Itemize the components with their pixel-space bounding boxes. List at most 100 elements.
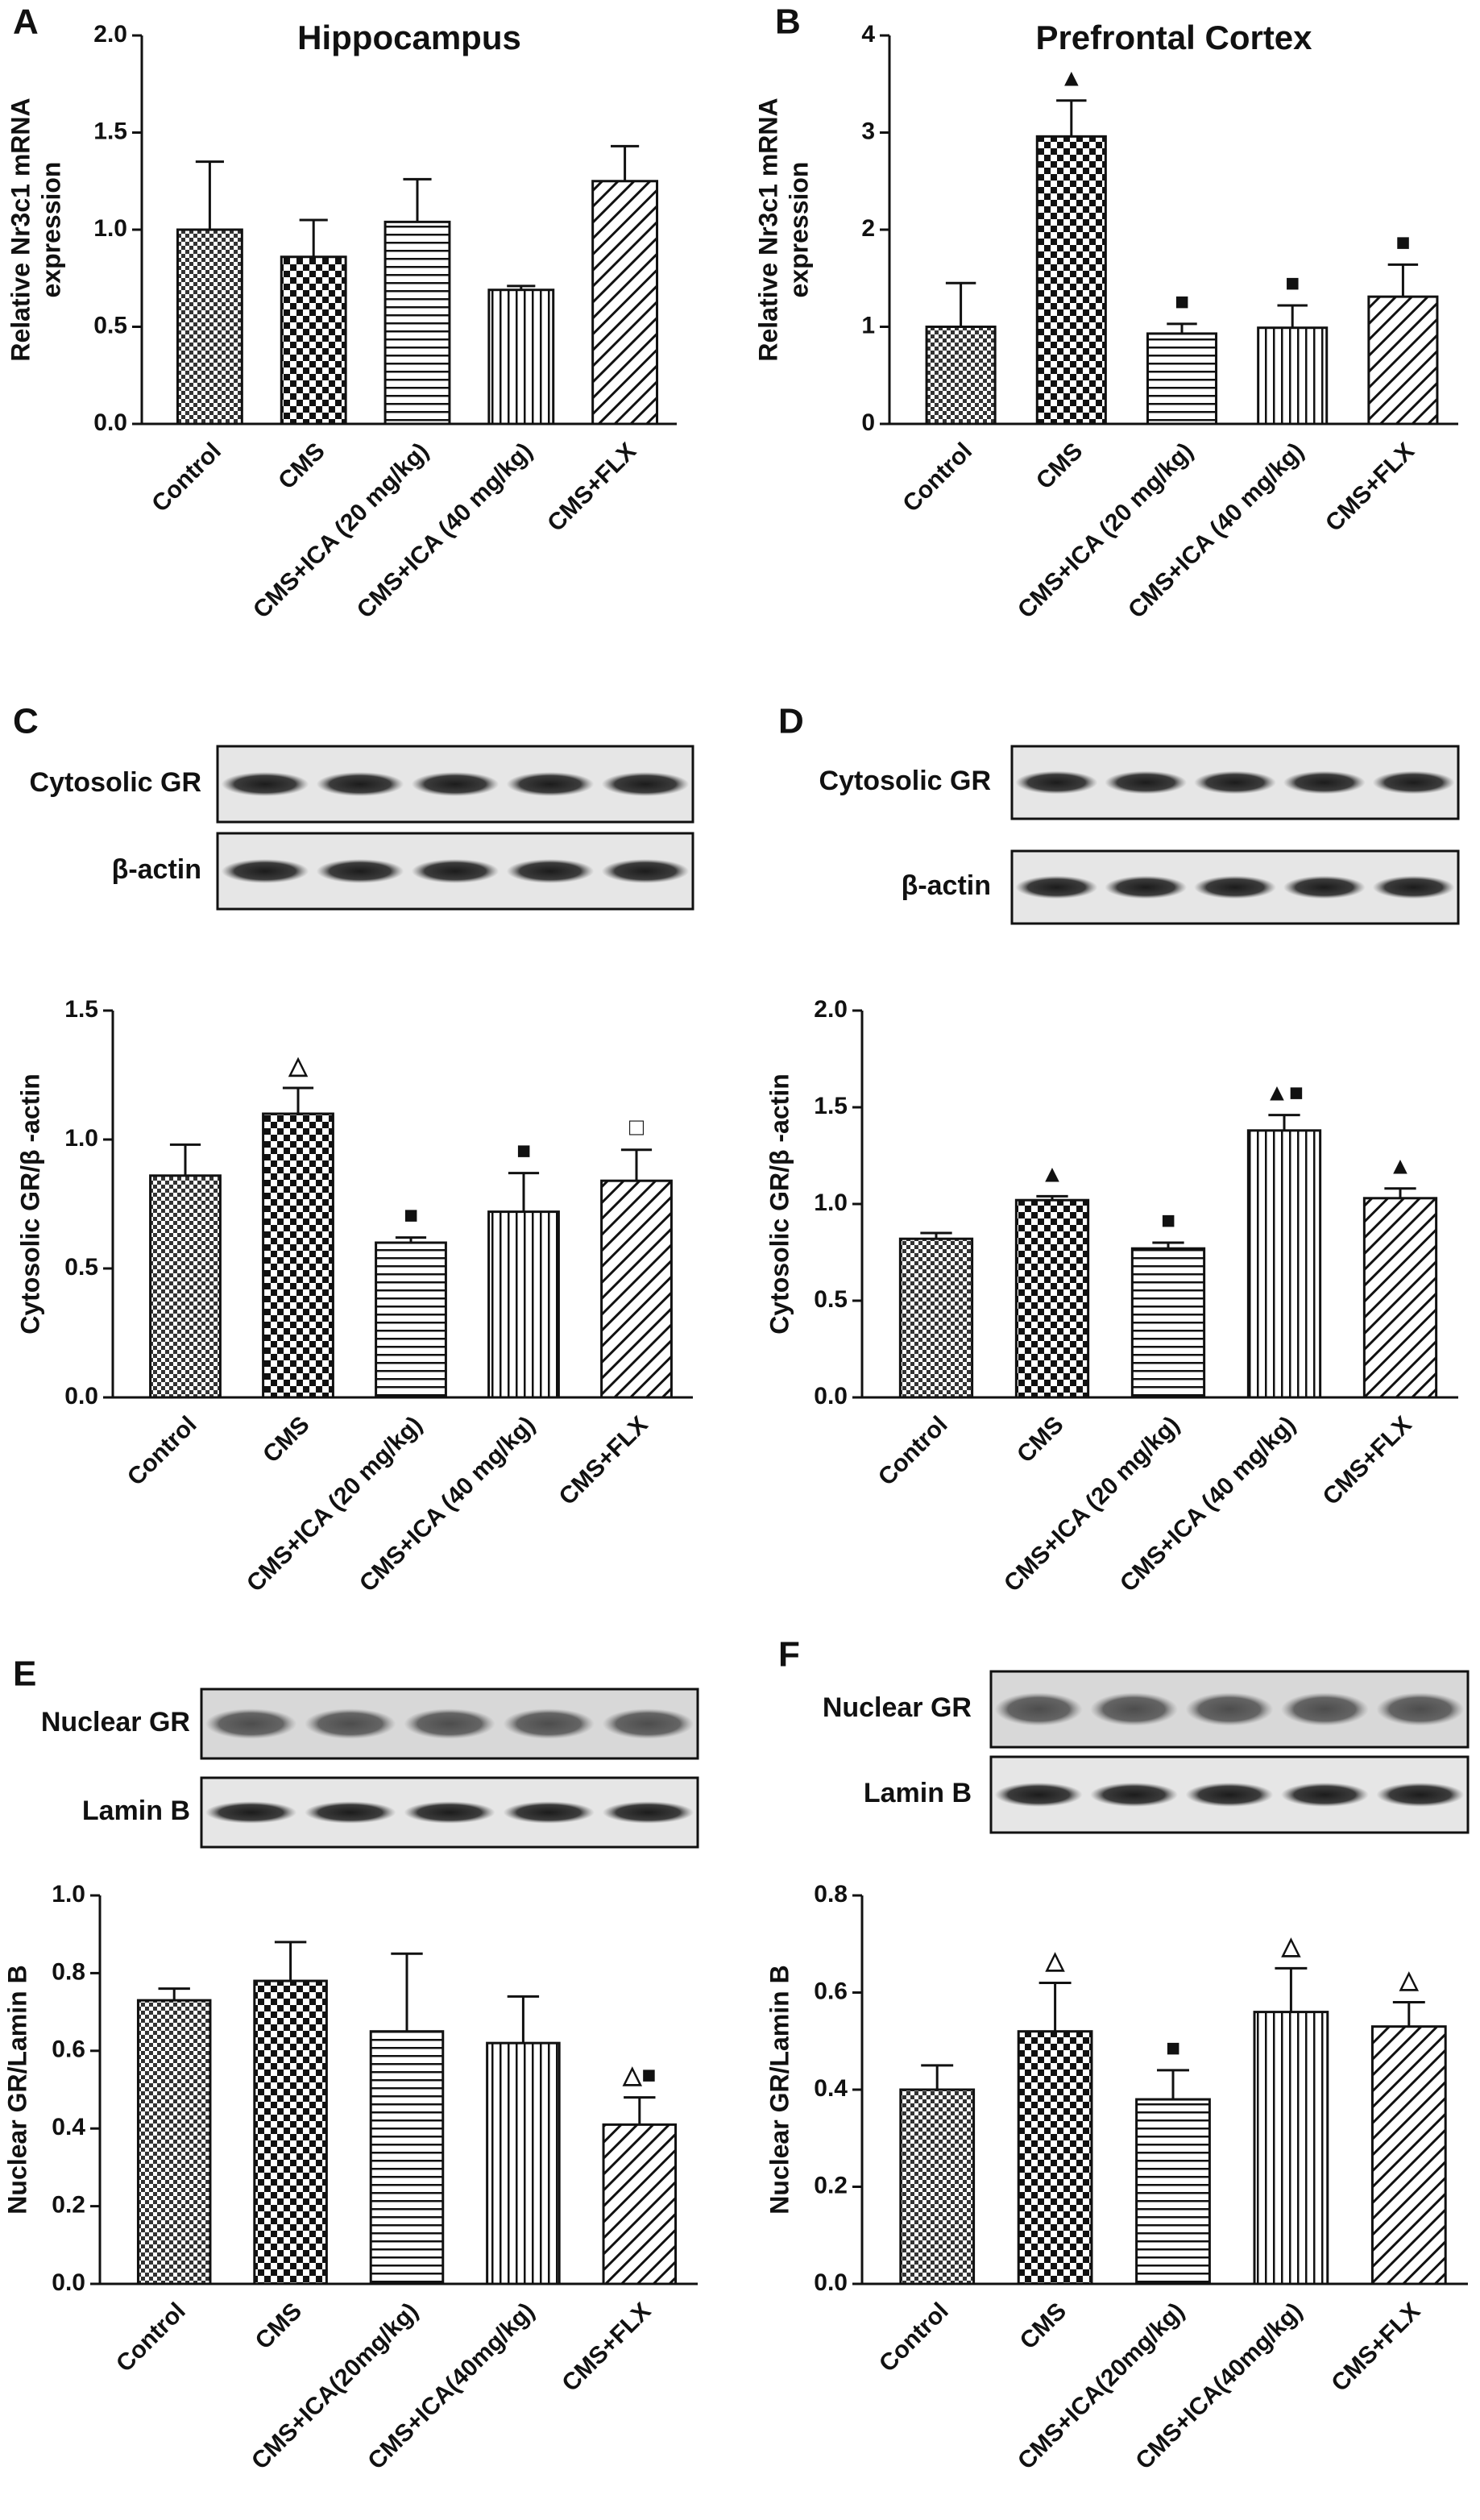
y-tick-label: 0.8 — [814, 1881, 848, 1908]
y-axis-label: Cytosolic GR/β -actin — [765, 1073, 794, 1335]
x-tick-label: CMS — [251, 2298, 307, 2354]
blot-band — [601, 771, 690, 797]
blot-band — [602, 1708, 694, 1739]
x-tick-label: CMS+FLX — [1318, 1411, 1417, 1510]
blot-band — [1283, 875, 1366, 899]
blot-band — [305, 1708, 396, 1739]
annotation: △ — [288, 1052, 308, 1079]
panel-label: B — [775, 2, 801, 42]
blot-band — [1280, 1782, 1369, 1808]
x-tick-label: CMS — [273, 438, 330, 494]
bar — [925, 326, 997, 426]
y-axis-label: expression — [36, 162, 65, 298]
x-tick-label: CMS+FLX — [1326, 2298, 1425, 2397]
y-tick-label: 3 — [861, 118, 875, 144]
panel-label: F — [778, 1635, 800, 1675]
y-tick-label: 2.0 — [814, 996, 848, 1023]
x-tick-label: Control — [873, 1411, 953, 1491]
blot-band — [506, 858, 595, 884]
x-tick-label: CMS — [1012, 1411, 1068, 1468]
y-tick-label: 1.5 — [64, 996, 98, 1023]
x-tick-label: Control — [111, 2298, 191, 2377]
bar — [486, 2041, 561, 2285]
bar — [1146, 332, 1218, 426]
y-tick-label: 1.0 — [64, 1125, 98, 1152]
annotation: ▲■ — [1265, 1080, 1304, 1106]
blot-band — [1194, 875, 1276, 899]
x-tick-label: Control — [147, 438, 226, 517]
y-tick-label: 1.5 — [93, 118, 127, 144]
x-tick-label: CMS+FLX — [554, 1411, 653, 1510]
y-tick-label: 0.0 — [814, 2269, 848, 2296]
y-tick-label: 1.5 — [814, 1093, 848, 1119]
x-tick-label: CMS+FLX — [1320, 438, 1420, 537]
blot-band — [1283, 770, 1366, 795]
y-tick-label: 1 — [861, 312, 875, 338]
bar — [1370, 2025, 1447, 2285]
bar — [176, 228, 243, 426]
blot-band — [1280, 1692, 1369, 1726]
x-tick-label: Control — [898, 438, 977, 517]
blot-band — [1090, 1692, 1179, 1726]
y-tick-label: 0.5 — [93, 312, 127, 338]
bar — [149, 1174, 222, 1399]
annotation: □ — [629, 1115, 645, 1141]
bar — [602, 2123, 678, 2285]
bar — [280, 255, 347, 426]
bar — [1130, 1247, 1206, 1399]
bar — [591, 180, 659, 426]
annotation: ■ — [404, 1202, 418, 1229]
y-tick-label: 0 — [861, 409, 875, 436]
y-tick-label: 0.0 — [814, 1383, 848, 1409]
blot-label: β-actin — [112, 854, 201, 885]
y-tick-label: 0.2 — [814, 2172, 848, 2198]
annotation: △ — [1281, 1933, 1301, 1959]
panel-label: C — [13, 702, 39, 741]
bar — [899, 2088, 976, 2285]
annotation: ■ — [516, 1138, 531, 1165]
x-tick-label: CMS — [1031, 438, 1088, 494]
blot-band — [1105, 875, 1188, 899]
blot-band — [602, 1801, 694, 1824]
blot-band — [601, 858, 690, 884]
blot-label: Cytosolic GR — [30, 767, 201, 798]
bar — [262, 1112, 334, 1399]
annotation: ▲ — [1388, 1153, 1412, 1180]
y-tick-label: 1.0 — [93, 215, 127, 242]
annotation: ■ — [1175, 289, 1189, 315]
y-tick-label: 0.2 — [52, 2192, 85, 2219]
y-tick-label: 2 — [861, 215, 875, 242]
blot-band — [1105, 770, 1188, 795]
annotation: △ — [1045, 1947, 1065, 1974]
blot-band — [1372, 875, 1455, 899]
blot-band — [1194, 770, 1276, 795]
bar — [1246, 1129, 1322, 1399]
y-axis-label: Nuclear GR/Lamin B — [2, 1965, 31, 2214]
blot-band — [1185, 1782, 1274, 1808]
y-axis-label: Cytosolic GR/β -actin — [15, 1073, 44, 1335]
bar — [383, 220, 451, 426]
blot-band — [411, 771, 500, 797]
blot-label: Cytosolic GR — [819, 766, 991, 796]
blot-label: Nuclear GR — [823, 1692, 972, 1723]
blot-band — [404, 1708, 495, 1739]
bar — [1014, 1198, 1090, 1399]
y-axis-label: expression — [784, 162, 813, 298]
bar — [487, 289, 555, 426]
annotation: ■ — [1161, 1207, 1175, 1234]
blot-label: Nuclear GR — [41, 1707, 190, 1737]
blot-band — [1090, 1782, 1179, 1808]
y-tick-label: 0.5 — [64, 1254, 98, 1281]
y-tick-label: 0.6 — [52, 2036, 85, 2063]
blot-band — [1372, 770, 1455, 795]
x-tick-label: CMS+FLX — [557, 2298, 656, 2397]
blot-band — [221, 858, 309, 884]
bar — [1135, 2098, 1211, 2285]
panel-label: E — [13, 1654, 36, 1694]
y-tick-label: 4 — [861, 21, 875, 48]
bar — [1257, 326, 1329, 426]
y-tick-label: 0.4 — [52, 2114, 85, 2140]
bar — [1017, 2030, 1093, 2285]
chart-title: Hippocampus — [297, 19, 521, 56]
